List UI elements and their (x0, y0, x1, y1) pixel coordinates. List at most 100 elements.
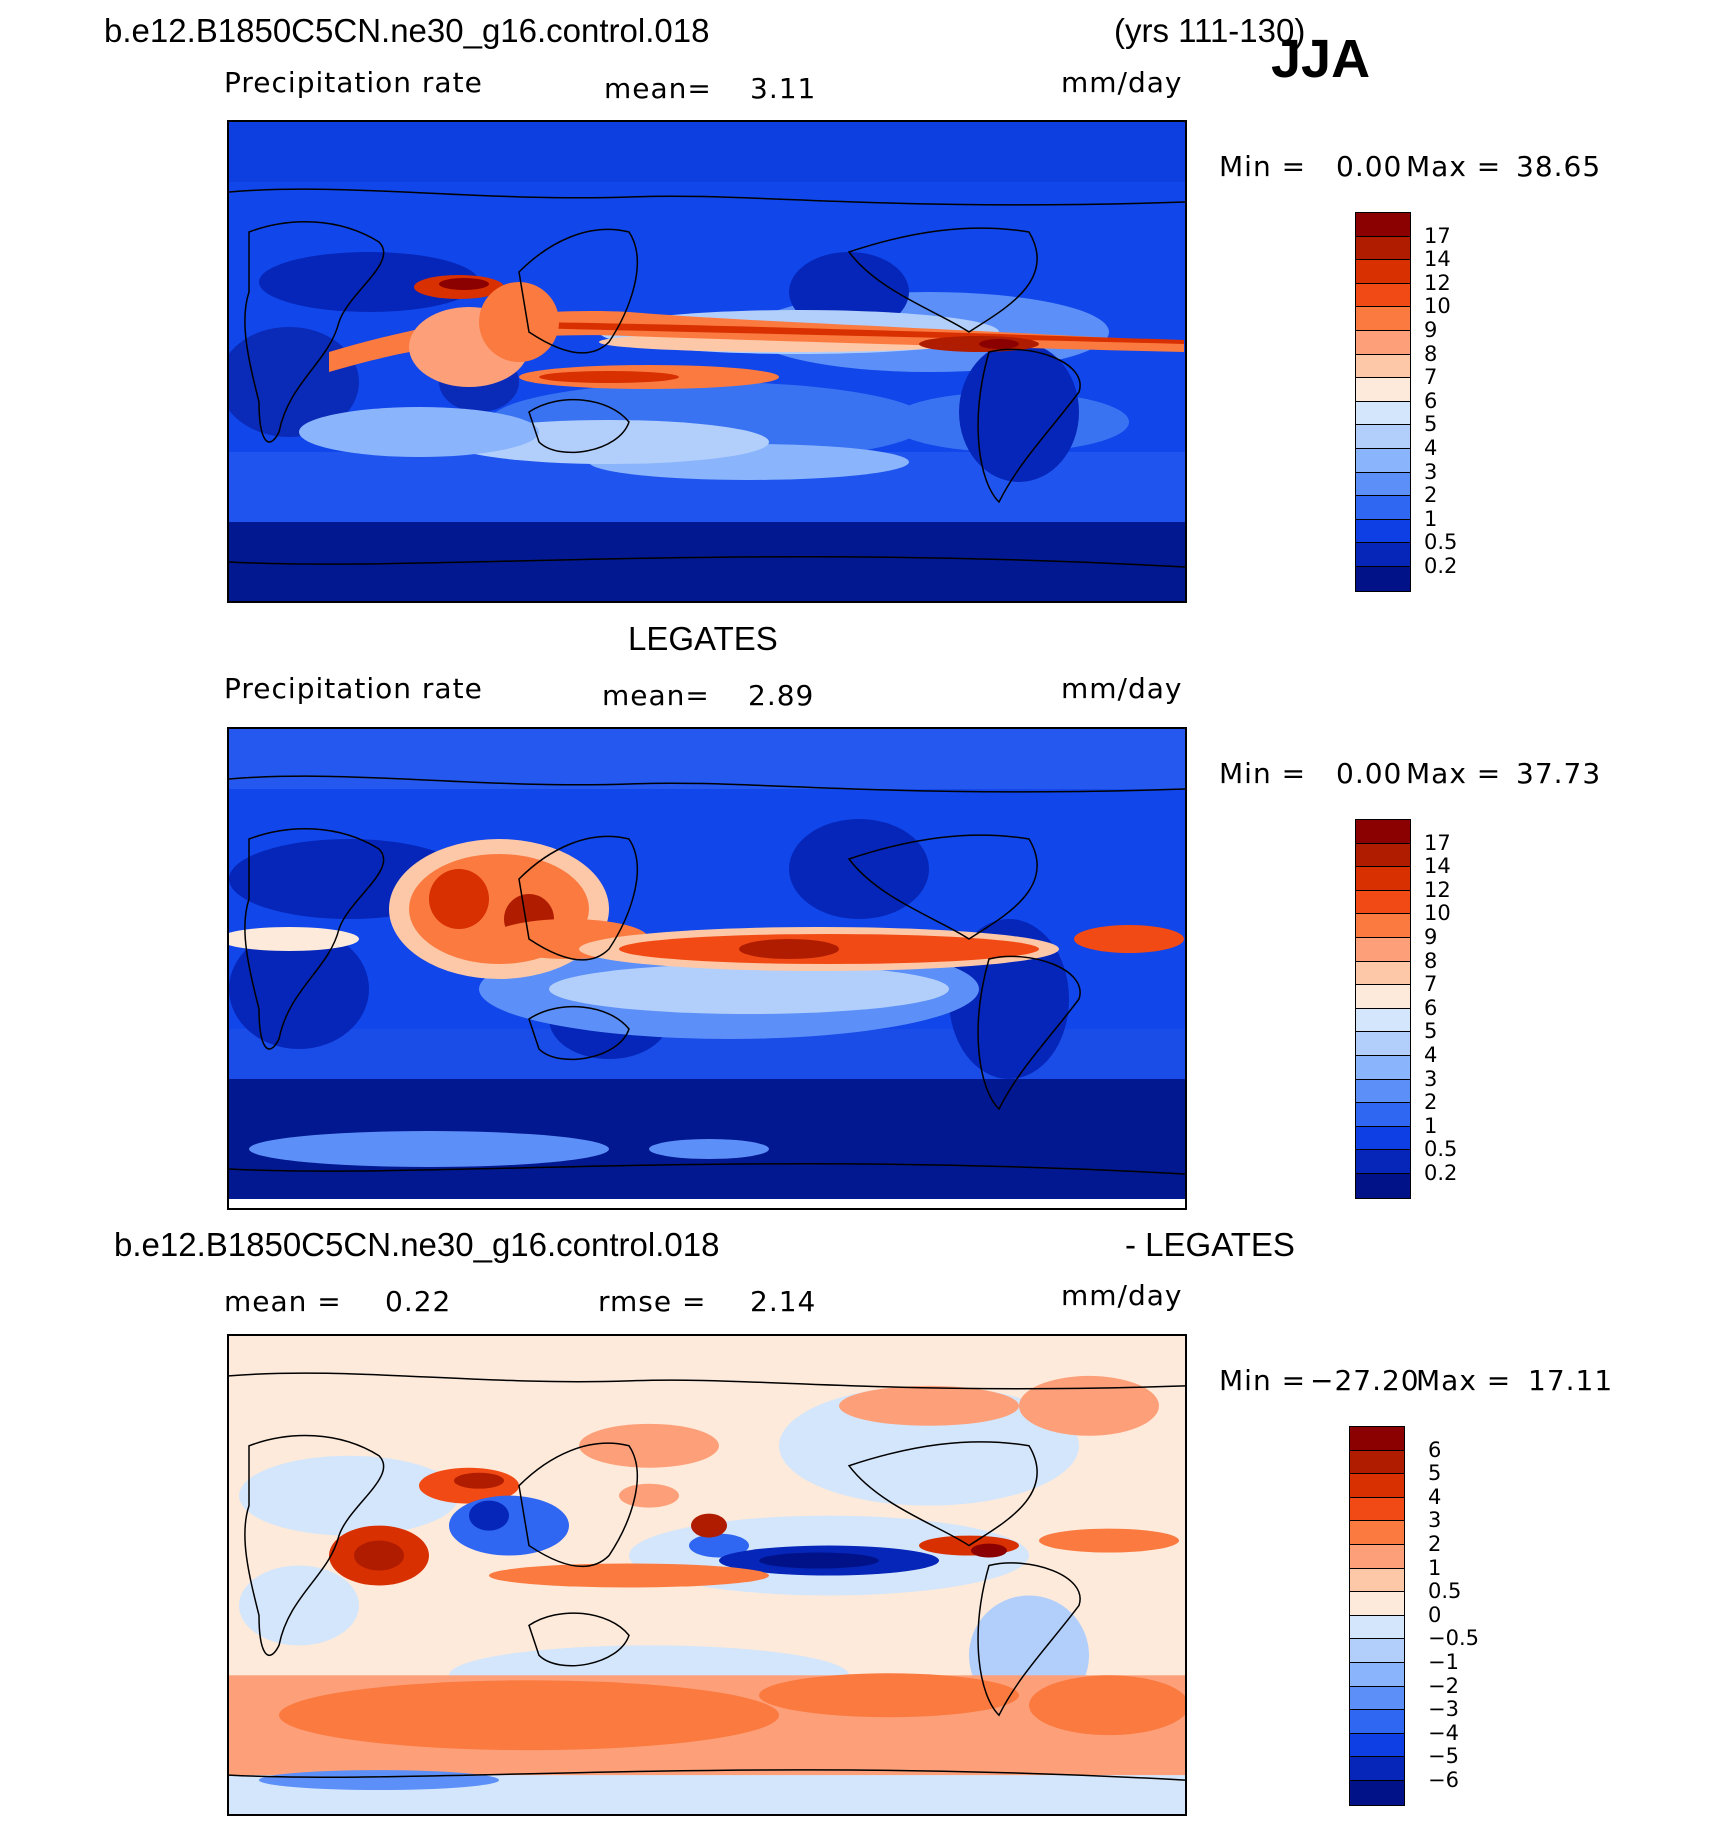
panel2-units: mm/day (1061, 672, 1183, 705)
colorbar-tick-label: 14 (1424, 247, 1451, 272)
colorbar-tick-label: 0.5 (1428, 1579, 1462, 1604)
colorbar-tick-label: 6 (1424, 388, 1438, 413)
colorbar-segment (1356, 260, 1410, 284)
panel1-mean-label: mean= (604, 72, 712, 105)
colorbar-segment (1356, 1008, 1410, 1033)
colorbar-tick-label: 17 (1424, 830, 1451, 855)
colorbar-tick-label: 0.2 (1424, 1161, 1458, 1185)
colorbar-segment (1356, 914, 1410, 938)
panel1-mean-value: 3.11 (750, 72, 817, 105)
colorbar-segment (1356, 283, 1410, 308)
colorbar-tick-label: −4 (1428, 1720, 1459, 1745)
colorbar-tick-label: 4 (1424, 1043, 1438, 1067)
panel3-min-label: Min = (1219, 1364, 1307, 1397)
colorbar-segment (1350, 1615, 1404, 1640)
colorbar-tick-label: −5 (1428, 1744, 1459, 1769)
panel2-mean-label: mean= (602, 679, 710, 712)
colorbar-segment (1356, 890, 1410, 915)
colorbar-segment (1350, 1521, 1404, 1545)
colorbar-segment (1356, 543, 1410, 567)
colorbar-segment (1356, 1032, 1410, 1056)
colorbar-tick-label: 2 (1424, 483, 1438, 508)
colorbar-tick-label: 17 (1424, 223, 1451, 248)
colorbar-tick-label: 3 (1424, 1066, 1438, 1091)
colorbar-segment (1350, 1474, 1404, 1498)
colorbar-segment (1350, 1427, 1404, 1451)
colorbar-tick-label: 14 (1424, 854, 1451, 879)
panel3-rmse-value: 2.14 (750, 1285, 817, 1318)
colorbar-segment (1356, 378, 1410, 402)
colorbar-segment (1356, 213, 1410, 237)
colorbar-segment (1350, 1568, 1404, 1593)
colorbar-tick-label: 10 (1424, 294, 1451, 319)
panel3-mean-value: 0.22 (385, 1285, 452, 1318)
panel1-units: mm/day (1061, 66, 1183, 99)
panel3-max-value: 17.11 (1528, 1364, 1614, 1397)
panel3-rmse-label: rmse = (598, 1285, 707, 1318)
colorbar-segment (1350, 1710, 1404, 1734)
colorbar-segment (1356, 1150, 1410, 1174)
panel1-min-label: Min = (1219, 150, 1307, 183)
panel3-map (227, 1334, 1187, 1816)
colorbar-segment (1356, 330, 1410, 355)
colorbar-segment (1356, 843, 1410, 868)
panel1-min-value: 0.00 (1336, 150, 1403, 183)
colorbar-tick-label: −6 (1428, 1768, 1459, 1792)
colorbar-tick-label: 5 (1428, 1461, 1442, 1486)
colorbar-segment (1356, 307, 1410, 331)
colorbar-segment (1350, 1733, 1404, 1758)
colorbar-tick-label: 4 (1424, 436, 1438, 460)
colorbar-tick-label: 3 (1428, 1508, 1442, 1533)
colorbar-tick-label: −3 (1428, 1697, 1459, 1722)
colorbar-tick-label: 8 (1424, 341, 1438, 366)
colorbar-tick-label: 12 (1424, 270, 1451, 295)
colorbar-tick-label: 5 (1424, 1019, 1438, 1044)
season-label: JJA (1271, 29, 1371, 89)
panel2-min-value: 0.00 (1336, 757, 1403, 790)
panel2-mean-value: 2.89 (748, 679, 815, 712)
colorbar-tick-label: 7 (1424, 365, 1438, 390)
colorbar-segment (1356, 1173, 1410, 1198)
colorbar-segment (1356, 425, 1410, 449)
colorbar-segment (1350, 1639, 1404, 1663)
panel1-max-label: Max = (1406, 150, 1502, 183)
colorbar-segment (1356, 1079, 1410, 1104)
colorbar-segment (1350, 1686, 1404, 1711)
colorbar-tick-label: 2 (1428, 1532, 1442, 1556)
colorbar-segment (1356, 401, 1410, 426)
panel2-max-label: Max = (1406, 757, 1502, 790)
colorbar-segment (1356, 448, 1410, 473)
colorbar-tick-label: 0.5 (1424, 1137, 1458, 1162)
colorbar-tick-label: 3 (1424, 459, 1438, 484)
colorbar-tick-label: 0.5 (1424, 530, 1458, 555)
colorbar-segment (1356, 354, 1410, 379)
colorbar-segment (1350, 1544, 1404, 1569)
colorbar-segment (1356, 566, 1410, 591)
colorbar-tick-label: 12 (1424, 877, 1451, 902)
colorbar-tick-label: 6 (1424, 995, 1438, 1020)
colorbar-tick-label: 1 (1424, 506, 1438, 531)
colorbar-segment (1356, 236, 1410, 261)
colorbar-tick-label: 0 (1428, 1602, 1442, 1627)
years-label: (yrs 111-130) (1114, 12, 1306, 49)
panel3-colorbar (1349, 1426, 1405, 1806)
panel3-mean-label: mean = (224, 1285, 342, 1318)
colorbar-segment (1356, 937, 1410, 962)
panel3-units: mm/day (1061, 1279, 1183, 1312)
colorbar-tick-label: 1 (1424, 1113, 1438, 1138)
colorbar-segment (1356, 496, 1410, 520)
panel2-min-label: Min = (1219, 757, 1307, 790)
colorbar-segment (1350, 1497, 1404, 1522)
colorbar-segment (1356, 1055, 1410, 1080)
colorbar-tick-label: 9 (1424, 318, 1438, 342)
colorbar-tick-label: −1 (1428, 1650, 1459, 1674)
panel1-colorbar (1355, 212, 1411, 592)
colorbar-tick-label: 2 (1424, 1090, 1438, 1115)
colorbar-tick-label: 5 (1424, 412, 1438, 437)
panel3-case-title: b.e12.B1850C5CN.ne30_g16.control.018 (114, 1226, 720, 1263)
panel3-min-value: −27.20 (1310, 1364, 1420, 1397)
colorbar-tick-label: −0.5 (1428, 1626, 1479, 1651)
colorbar-segment (1356, 519, 1410, 544)
colorbar-tick-label: 4 (1428, 1484, 1442, 1509)
colorbar-segment (1350, 1757, 1404, 1781)
